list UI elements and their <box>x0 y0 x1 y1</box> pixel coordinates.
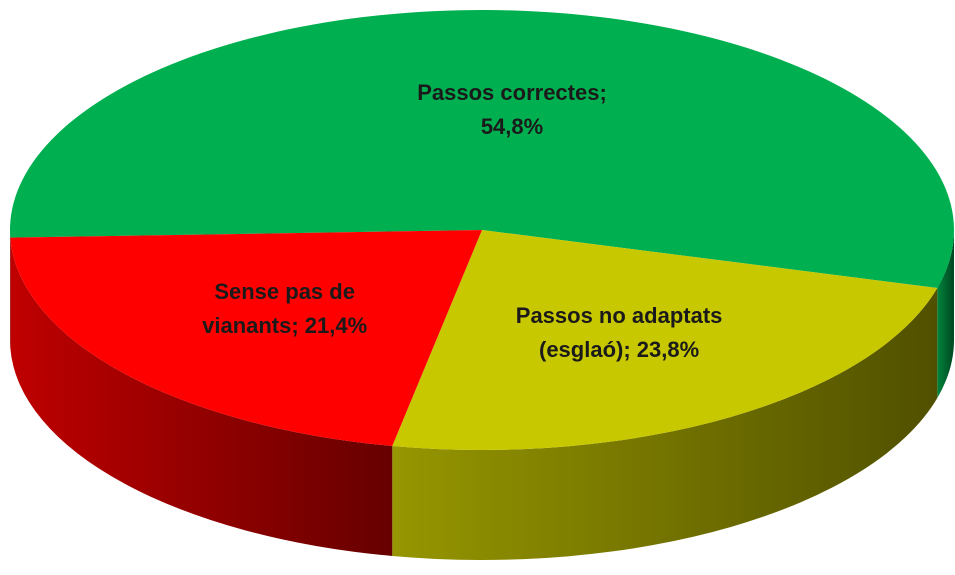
slice <box>10 230 482 446</box>
data-label: Passos correctes; 54,8% <box>417 79 607 139</box>
data-label: Sense pas de vianants; 21,4% <box>202 278 368 338</box>
slice <box>392 230 938 450</box>
slice-side <box>392 287 938 560</box>
slice-side <box>937 230 954 398</box>
slice <box>9 9 954 288</box>
data-label: Passos no adaptats (esglaó); 23,8% <box>515 302 723 362</box>
slice-side <box>10 237 393 556</box>
